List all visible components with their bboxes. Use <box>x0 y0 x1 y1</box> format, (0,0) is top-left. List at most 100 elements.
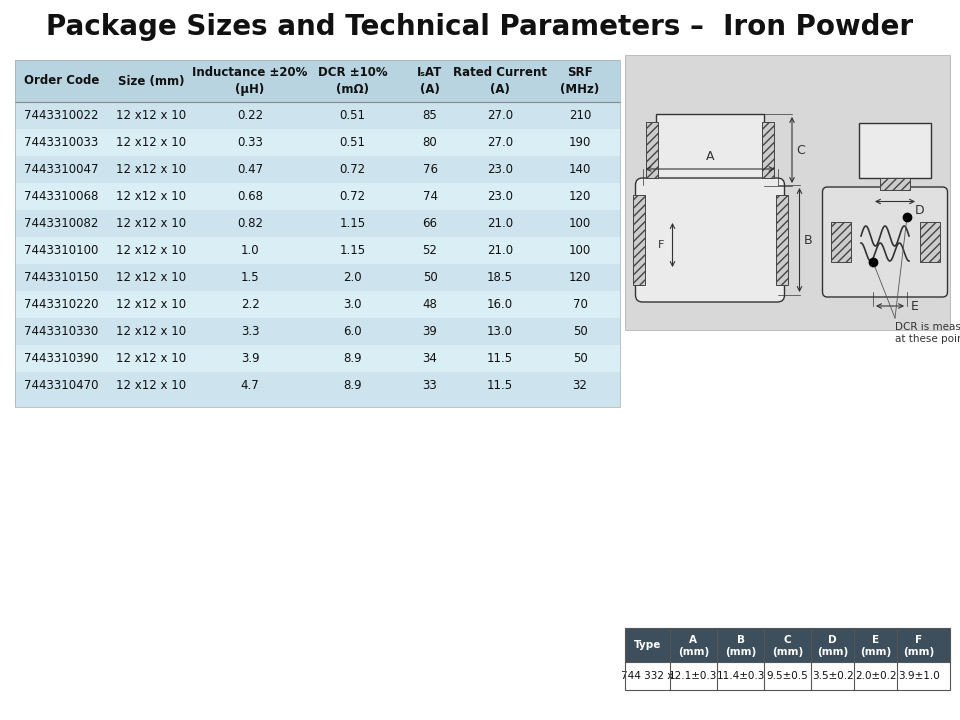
Text: 8.9: 8.9 <box>343 352 362 365</box>
Text: 52: 52 <box>422 244 438 257</box>
Text: 1.15: 1.15 <box>340 217 366 230</box>
Bar <box>15 291 620 318</box>
Text: 3.9±1.0: 3.9±1.0 <box>898 671 940 681</box>
Text: 2.0: 2.0 <box>343 271 362 284</box>
Text: 6.0: 6.0 <box>343 325 362 338</box>
Text: 120: 120 <box>569 271 591 284</box>
Bar <box>625 628 950 690</box>
Text: 140: 140 <box>569 163 591 176</box>
Text: 76: 76 <box>422 163 438 176</box>
Bar <box>15 210 620 237</box>
Text: 12 x12 x 10: 12 x12 x 10 <box>116 136 186 149</box>
Bar <box>762 122 774 178</box>
Text: SRF: SRF <box>567 66 593 79</box>
Text: 21.0: 21.0 <box>487 217 513 230</box>
Text: 120: 120 <box>569 190 591 203</box>
Bar <box>625 55 950 330</box>
Bar <box>633 195 644 285</box>
Text: 85: 85 <box>422 109 438 122</box>
Text: 12 x12 x 10: 12 x12 x 10 <box>116 244 186 257</box>
Bar <box>776 195 787 285</box>
Text: 33: 33 <box>422 379 438 392</box>
Text: (mm): (mm) <box>817 647 849 657</box>
Bar <box>15 60 620 407</box>
Text: 7443310068: 7443310068 <box>24 190 99 203</box>
Text: C: C <box>796 143 804 156</box>
Text: 11.5: 11.5 <box>487 352 513 365</box>
Text: 7443310033: 7443310033 <box>24 136 99 149</box>
Bar <box>656 114 764 186</box>
Text: 12 x12 x 10: 12 x12 x 10 <box>116 217 186 230</box>
Text: 4.7: 4.7 <box>241 379 259 392</box>
Text: 50: 50 <box>422 271 438 284</box>
Text: 1.5: 1.5 <box>241 271 259 284</box>
Text: 190: 190 <box>569 136 591 149</box>
Text: 7443310047: 7443310047 <box>24 163 99 176</box>
Text: 0.22: 0.22 <box>237 109 263 122</box>
Text: 3.5±0.2: 3.5±0.2 <box>812 671 853 681</box>
FancyBboxPatch shape <box>636 178 784 302</box>
Text: (mΩ): (mΩ) <box>336 84 369 96</box>
Bar <box>15 237 620 264</box>
Text: 7443310082: 7443310082 <box>24 217 99 230</box>
Text: 12 x12 x 10: 12 x12 x 10 <box>116 325 186 338</box>
Text: 1.15: 1.15 <box>340 244 366 257</box>
Bar <box>15 102 620 129</box>
Bar <box>15 183 620 210</box>
Bar <box>859 122 931 178</box>
Text: 7443310150: 7443310150 <box>24 271 99 284</box>
Text: 12 x12 x 10: 12 x12 x 10 <box>116 298 186 311</box>
Text: 3.3: 3.3 <box>241 325 259 338</box>
Text: A: A <box>689 635 697 645</box>
Text: 0.51: 0.51 <box>340 136 366 149</box>
Text: 12.1±0.3: 12.1±0.3 <box>669 671 718 681</box>
Text: B: B <box>804 233 812 246</box>
Text: 12 x12 x 10: 12 x12 x 10 <box>116 379 186 392</box>
Text: Size (mm): Size (mm) <box>118 74 184 88</box>
Text: 70: 70 <box>572 298 588 311</box>
Text: (mm): (mm) <box>903 647 934 657</box>
Text: F: F <box>659 240 664 250</box>
Text: 7443310470: 7443310470 <box>24 379 99 392</box>
Text: Package Sizes and Technical Parameters –  Iron Powder: Package Sizes and Technical Parameters –… <box>46 13 914 41</box>
Text: 8.9: 8.9 <box>343 379 362 392</box>
Text: A: A <box>706 150 714 163</box>
Bar <box>15 264 620 291</box>
Text: 48: 48 <box>422 298 438 311</box>
Text: 16.0: 16.0 <box>487 298 513 311</box>
Text: F: F <box>915 635 923 645</box>
Bar <box>646 122 658 178</box>
Text: B: B <box>736 635 745 645</box>
Text: 74: 74 <box>422 190 438 203</box>
Text: 2.2: 2.2 <box>241 298 259 311</box>
Text: DCR ±10%: DCR ±10% <box>318 66 387 79</box>
Bar <box>880 178 910 189</box>
Text: 0.72: 0.72 <box>340 190 366 203</box>
Bar <box>15 156 620 183</box>
Text: 32: 32 <box>572 379 588 392</box>
Text: E: E <box>872 635 879 645</box>
Text: E: E <box>911 300 919 312</box>
Text: 11.5: 11.5 <box>487 379 513 392</box>
Text: Type: Type <box>634 640 661 650</box>
Text: 3.9: 3.9 <box>241 352 259 365</box>
Text: 12 x12 x 10: 12 x12 x 10 <box>116 352 186 365</box>
Bar <box>15 60 620 407</box>
Text: 7443310390: 7443310390 <box>24 352 99 365</box>
Text: D: D <box>828 635 837 645</box>
Text: 34: 34 <box>422 352 438 365</box>
Text: 210: 210 <box>569 109 591 122</box>
Text: Inductance ±20%: Inductance ±20% <box>192 66 308 79</box>
Text: (A): (A) <box>420 84 440 96</box>
Bar <box>15 318 620 345</box>
Text: 100: 100 <box>569 217 591 230</box>
Bar <box>15 129 620 156</box>
Text: (mm): (mm) <box>772 647 804 657</box>
Text: 2.0±0.2: 2.0±0.2 <box>854 671 897 681</box>
Bar <box>625 662 950 690</box>
Text: 0.51: 0.51 <box>340 109 366 122</box>
Text: 7443310022: 7443310022 <box>24 109 99 122</box>
Text: DCR is measured
at these points: DCR is measured at these points <box>895 322 960 343</box>
Bar <box>15 345 620 372</box>
Text: 12 x12 x 10: 12 x12 x 10 <box>116 271 186 284</box>
